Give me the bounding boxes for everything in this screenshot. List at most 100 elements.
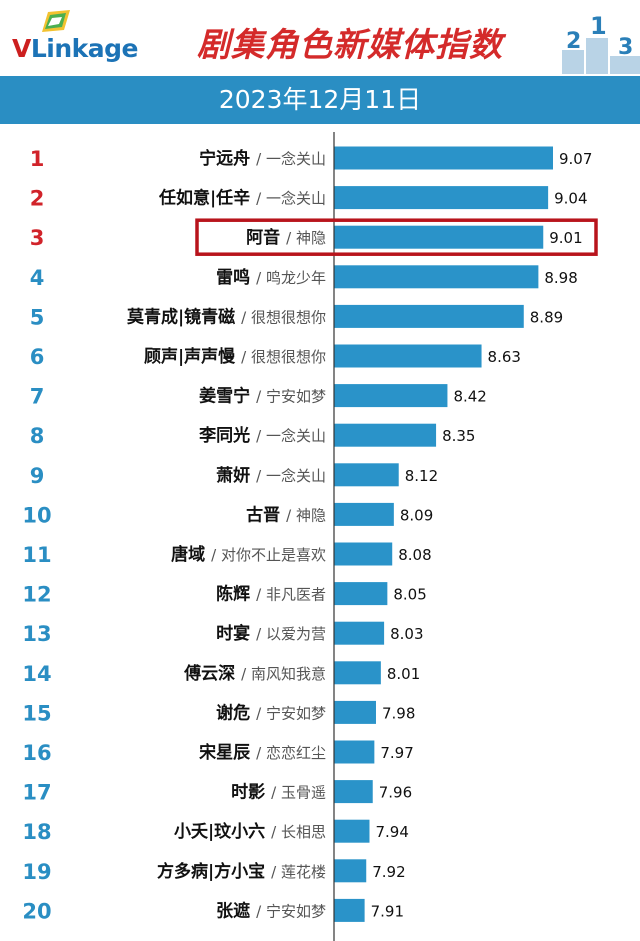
bar-label: 莫青成|镜青磁 / 很想很想你 [126,306,326,327]
show-name: / 鸣龙少年 [256,269,326,287]
value-label: 7.91 [371,902,404,920]
bar-label: 唐域 / 对你不止是喜欢 [171,544,326,565]
bar-label: 宋星辰 / 恋恋红尘 [198,742,326,763]
value-label: 8.89 [530,308,563,326]
value-label: 8.01 [387,665,420,683]
bar-label: 萧妍 / 一念关山 [216,465,326,486]
rank-label: 9 [30,464,45,488]
svg-text:2: 2 [566,29,581,54]
bar [334,384,448,408]
show-name: / 恋恋红尘 [256,744,326,762]
bar-label: 陈辉 / 非凡医者 [216,584,326,605]
logo-mark-icon [42,10,70,32]
show-name: / 一念关山 [256,190,326,208]
value-label: 7.94 [375,823,408,841]
bar [334,502,394,526]
value-label: 7.96 [379,784,412,802]
rank-label: 6 [30,345,45,369]
show-name: / 一念关山 [256,427,326,445]
show-name: / 长相思 [271,823,326,841]
value-label: 8.63 [488,348,521,366]
rank-label: 16 [22,741,51,765]
bar-label: 宁远舟 / 一念关山 [199,148,326,169]
character-name: 顾声|声声慢 [144,346,236,367]
bar [334,898,365,922]
value-label: 7.97 [380,744,413,762]
value-label: 8.42 [453,388,486,406]
character-name: 时宴 [216,623,250,644]
show-name: / 对你不止是喜欢 [211,546,326,564]
value-label: 7.92 [372,863,405,881]
character-name: 姜雪宁 [199,386,250,407]
bar-label: 时宴 / 以爱为营 [216,623,326,644]
bar-label: 任如意|任辛 / 一念关山 [158,188,326,209]
bar [334,819,370,843]
character-name: 雷鸣 [216,267,250,288]
rank-label: 18 [22,820,51,844]
vlinkage-logo: VLinkage [12,8,152,68]
bar [334,542,393,566]
show-name: / 一念关山 [256,150,326,168]
bar [334,423,437,447]
page-title: 剧集角色新媒体指数 [197,25,503,64]
show-name: / 神隐 [286,229,326,247]
value-label: 8.08 [398,546,431,564]
rank-label: 12 [22,583,51,607]
show-name: / 神隐 [286,506,326,524]
rank-label: 1 [30,147,45,171]
character-name: 方多病|方小宝 [157,861,265,882]
value-label: 8.03 [390,625,423,643]
show-name: / 玉骨遥 [271,784,326,802]
rank-label: 20 [22,899,51,923]
character-name: 古晋 [246,504,280,525]
bar [334,186,549,210]
logo-rest: Linkage [30,34,139,63]
bar-label: 古晋 / 神隐 [246,504,326,525]
rank-label: 7 [30,385,45,409]
character-name: 李同光 [199,425,250,446]
bar [334,859,367,883]
bar-label: 谢危 / 宁安如梦 [216,702,326,723]
bar-label: 傅云深 / 南风知我意 [183,663,326,684]
character-name: 萧妍 [216,465,250,486]
date-band: 2023年12月11日 [0,76,640,124]
show-name: / 非凡医者 [256,586,326,604]
show-name: / 宁安如梦 [256,902,326,920]
bar [334,265,539,289]
rank-label: 15 [22,701,51,725]
character-name: 唐域 [171,544,205,565]
character-name: 小夭|玟小六 [174,821,265,842]
bar [334,225,544,249]
character-name: 任如意|任辛 [158,188,250,209]
value-label: 8.35 [442,427,475,445]
bar [334,661,381,685]
header: VLinkage 剧集角色新媒体指数 2 1 3 [0,0,640,76]
show-name: / 莲花楼 [271,863,326,881]
logo-text: VLinkage [12,34,139,63]
show-name: / 以爱为营 [256,625,326,643]
rank-label: 3 [30,226,45,250]
value-label: 8.98 [544,269,577,287]
rank-label: 11 [22,543,51,567]
bar-label: 李同光 / 一念关山 [199,425,326,446]
svg-text:1: 1 [590,12,607,40]
bar-label: 时影 / 玉骨遥 [231,783,326,803]
character-name: 张遮 [216,900,250,921]
character-name: 谢危 [216,702,250,723]
bar-label: 小夭|玟小六 / 长相思 [174,821,326,842]
rank-label: 17 [22,781,51,805]
bar [334,700,376,724]
bar-label: 姜雪宁 / 宁安如梦 [199,386,326,407]
bar [334,146,553,170]
character-name: 宁远舟 [199,148,250,169]
show-name: / 宁安如梦 [256,388,326,406]
bar [334,463,399,487]
show-name: / 宁安如梦 [256,704,326,722]
svg-text:3: 3 [618,35,633,60]
value-label: 8.12 [405,467,438,485]
bar [334,621,385,645]
value-label: 9.07 [559,150,592,168]
show-name: / 很想很想你 [241,348,326,366]
ranking-bar-chart: 1 宁远舟 / 一念关山 9.07 2 任如意|任辛 / 一念关山 9.04 3 阿音 / 神隐 9.… [22,132,598,941]
value-label: 9.04 [554,190,587,208]
